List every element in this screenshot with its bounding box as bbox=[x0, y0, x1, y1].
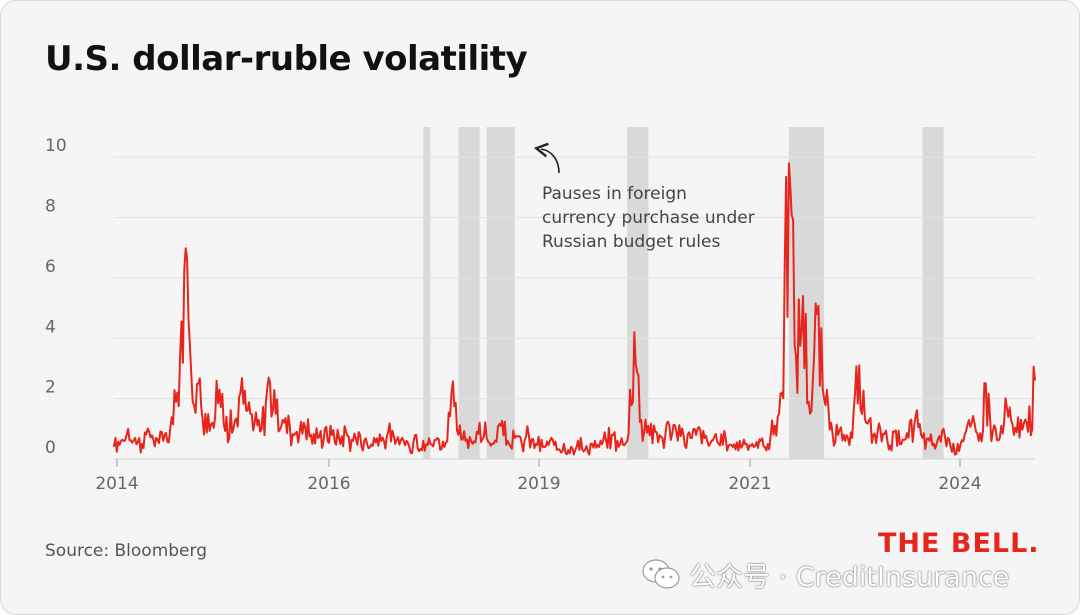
chart-title: U.S. dollar-ruble volatility bbox=[45, 39, 528, 79]
x-tick-label: 2014 bbox=[95, 474, 138, 494]
shaded-period-1 bbox=[458, 127, 480, 459]
annotation-text: Pauses in foreign bbox=[542, 184, 687, 204]
watermark: 公众号 · CreditInsurance bbox=[641, 554, 1009, 594]
x-tick-label: 2021 bbox=[728, 474, 771, 494]
y-tick-label: 10 bbox=[45, 136, 67, 156]
shaded-period-5 bbox=[922, 127, 944, 459]
y-tick-label: 6 bbox=[45, 257, 56, 277]
x-tick-label: 2024 bbox=[938, 474, 981, 494]
shaded-period-2 bbox=[486, 127, 515, 459]
wechat-icon bbox=[642, 559, 680, 589]
series-line-0 bbox=[113, 162, 1036, 456]
the-bell-logo: THE BELL. bbox=[878, 528, 1040, 559]
x-tick-label: 2019 bbox=[517, 474, 560, 494]
source-note: Source: Bloomberg bbox=[45, 541, 207, 561]
watermark-text: 公众号 · CreditInsurance bbox=[689, 561, 1010, 593]
y-tick-label: 0 bbox=[45, 438, 56, 458]
y-tick-label: 8 bbox=[45, 197, 56, 217]
y-tick-label: 2 bbox=[45, 378, 56, 398]
y-tick-label: 4 bbox=[45, 317, 56, 337]
annotation-text: Russian budget rules bbox=[542, 232, 720, 252]
annotation-arrow bbox=[533, 142, 560, 174]
x-tick-label: 2016 bbox=[307, 474, 350, 494]
shaded-period-0 bbox=[423, 127, 431, 459]
annotation-text: currency purchase under bbox=[542, 208, 755, 228]
